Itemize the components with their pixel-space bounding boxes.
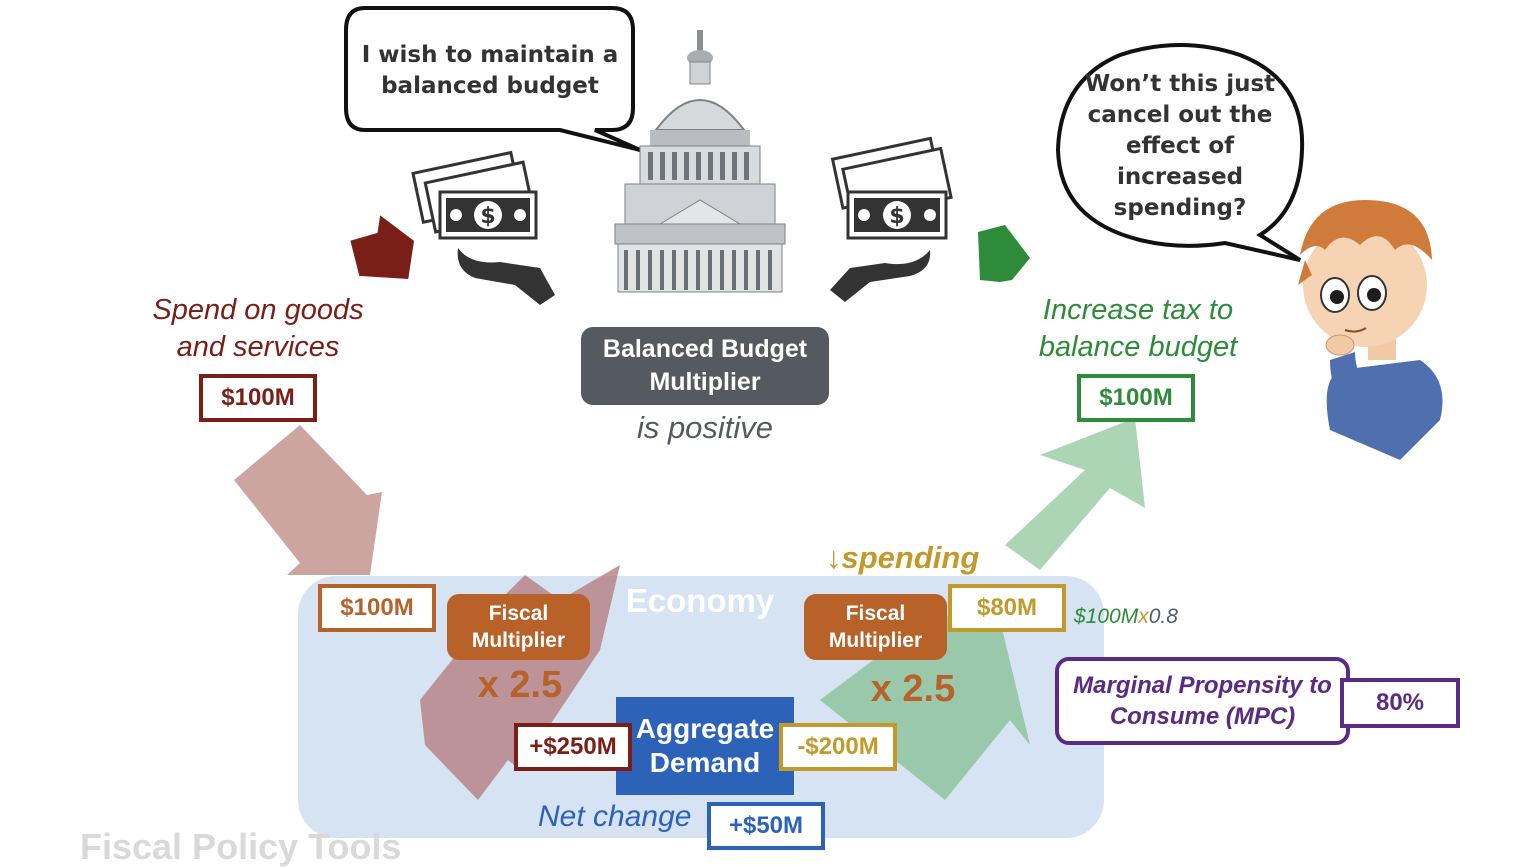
citizen-speech-bubble bbox=[1055, 43, 1305, 262]
svg-text:$: $ bbox=[480, 204, 495, 229]
footer-title: Fiscal Policy Tools bbox=[80, 826, 402, 867]
tax-amount-box: $100M bbox=[1077, 374, 1195, 422]
spending-decrease-label: ↓spending bbox=[826, 540, 980, 575]
economy-title: Economy bbox=[625, 582, 775, 619]
economy-right-input-box: $80M bbox=[948, 584, 1066, 632]
aggregate-demand-decrease-box: -$200M bbox=[779, 723, 897, 771]
economy-left-input-box: $100M bbox=[318, 584, 436, 632]
mpc-label-box: Marginal Propensity to Consume (MPC) bbox=[1055, 657, 1350, 745]
net-change-label: Net change bbox=[538, 800, 692, 833]
calc-base: $100M bbox=[1074, 605, 1139, 628]
spend-amount-box: $100M bbox=[199, 374, 317, 422]
svg-text:$: $ bbox=[889, 204, 904, 229]
arrow-up-right-icon bbox=[978, 225, 1030, 282]
mpc-calculation: $100Mx0.8 bbox=[1074, 605, 1178, 629]
fiscal-multiplier-left: Fiscal Multiplier bbox=[447, 594, 590, 660]
fiscal-multiplier-right: Fiscal Multiplier bbox=[804, 594, 947, 660]
arrow-down-left-icon bbox=[350, 215, 415, 280]
hand-receiving-money-icon: $ bbox=[830, 136, 953, 302]
economy-flow-arrow-right bbox=[820, 610, 1030, 800]
spend-label: Spend on goods and services bbox=[152, 294, 364, 363]
balanced-budget-multiplier-label: Balanced Budget Multiplier bbox=[581, 327, 829, 405]
citizen-speech-text: Won’t this just cancel out the effect of… bbox=[1084, 70, 1276, 221]
is-positive-label: is positive bbox=[636, 410, 774, 445]
aggregate-demand-increase-box: +$250M bbox=[514, 723, 632, 771]
tax-label: Increase tax to balance budget bbox=[1038, 294, 1238, 363]
aggregate-demand-box: Aggregate Demand bbox=[616, 697, 794, 795]
calc-times: x bbox=[1138, 605, 1149, 628]
mpc-value-box: 80% bbox=[1340, 678, 1460, 728]
thinking-boy-character bbox=[1298, 200, 1443, 460]
multiplier-factor-right: x 2.5 bbox=[870, 668, 956, 710]
government-speech-text: I wish to maintain a balanced budget bbox=[361, 42, 619, 99]
tax-flow-arrow bbox=[1005, 418, 1145, 570]
calc-factor: 0.8 bbox=[1148, 605, 1178, 628]
net-change-value-box: +$50M bbox=[707, 802, 825, 850]
government-speech-bubble bbox=[344, 6, 641, 152]
hand-giving-money-icon: $ bbox=[411, 150, 555, 305]
multiplier-factor-left: x 2.5 bbox=[477, 664, 563, 706]
capitol-building-icon bbox=[614, 30, 786, 293]
spend-flow-arrow bbox=[234, 425, 382, 575]
